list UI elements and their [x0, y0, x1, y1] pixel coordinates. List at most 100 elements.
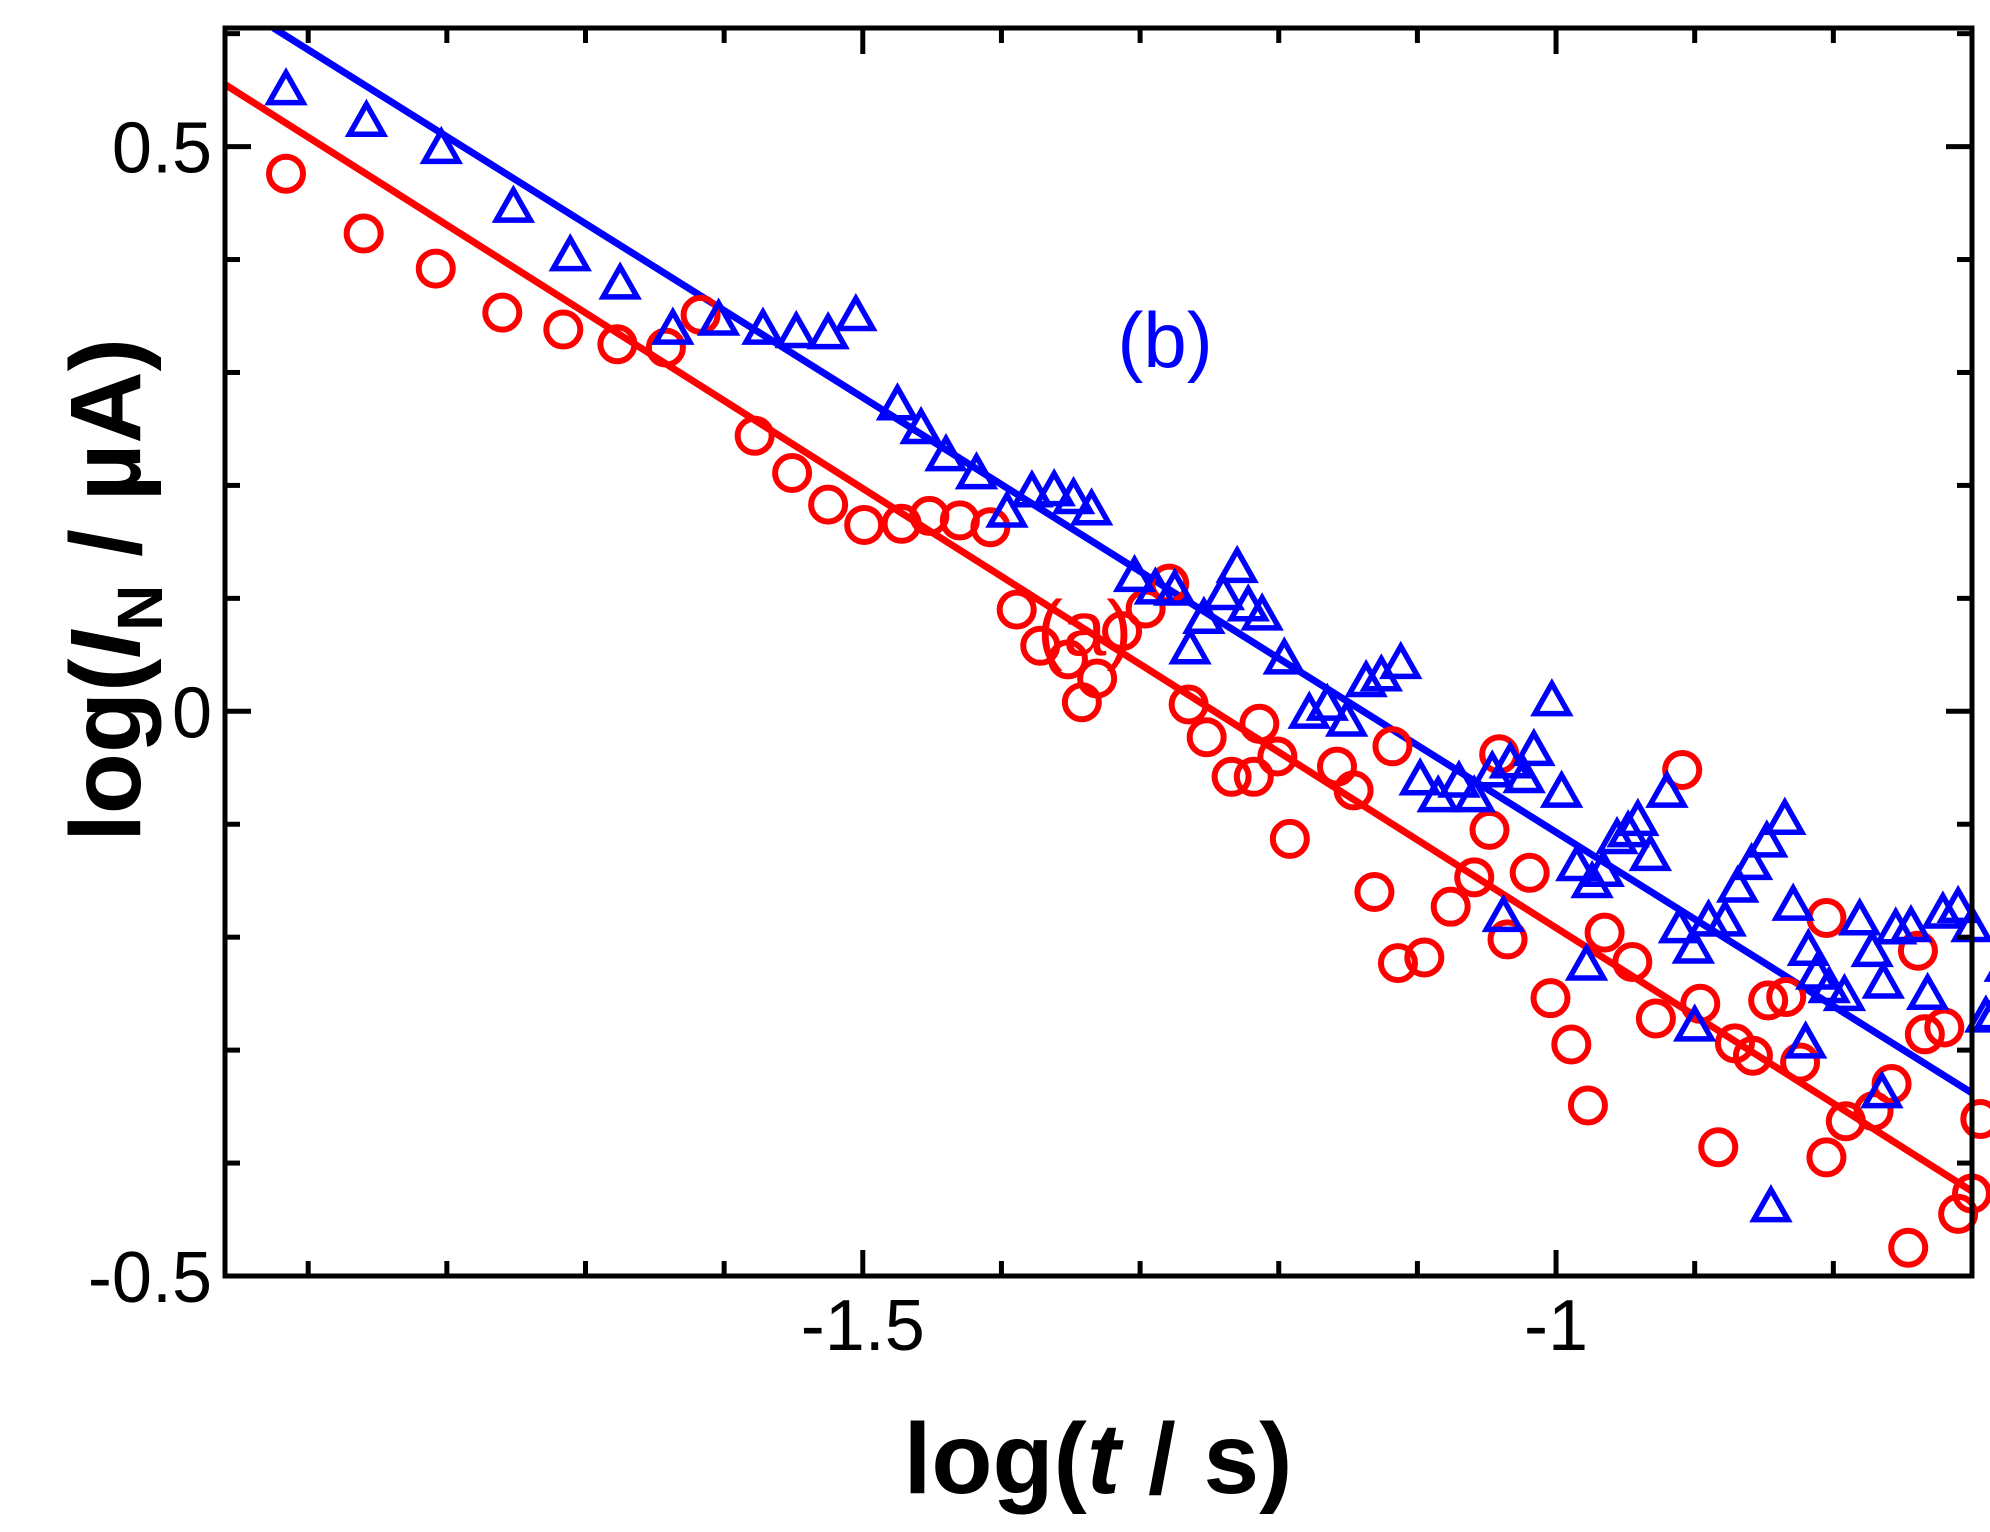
point-a-34 — [1377, 943, 1418, 984]
point-b-53 — [1628, 832, 1673, 872]
point-b-15 — [954, 451, 999, 490]
point-b-6 — [651, 306, 695, 345]
point-b-50 — [1595, 815, 1639, 855]
point-a-8 — [734, 415, 775, 456]
point-b-32 — [1305, 682, 1349, 721]
point-a-25 — [1186, 717, 1227, 758]
point-b-85 — [1860, 1069, 1904, 1109]
point-a-24 — [1168, 684, 1209, 725]
point-a-61 — [1904, 1014, 1945, 1055]
point-b-44 — [1512, 727, 1556, 767]
point-b-13 — [899, 405, 943, 445]
point-a-66 — [1806, 897, 1847, 938]
point-a-33 — [1354, 872, 1395, 912]
y-tick-label: -0.5 — [88, 1238, 212, 1318]
point-a-21 — [1102, 611, 1143, 652]
point-a-11 — [844, 504, 885, 545]
point-a-52 — [1748, 980, 1789, 1021]
point-b-1 — [344, 98, 389, 138]
point-b-74 — [1921, 890, 1965, 929]
point-b-78 — [1972, 999, 1990, 1031]
point-a-45 — [1612, 942, 1653, 983]
x-tick-label: -1 — [1524, 1286, 1588, 1366]
point-a-16 — [996, 589, 1037, 630]
point-b-37 — [1398, 757, 1442, 796]
point-b-68 — [1837, 897, 1882, 936]
point-b-69 — [1850, 928, 1894, 968]
point-a-31 — [1316, 746, 1357, 787]
point-b-61 — [1745, 819, 1789, 858]
point-a-30 — [1269, 818, 1310, 859]
point-b-12 — [875, 382, 920, 421]
point-b-58 — [1703, 898, 1747, 937]
point-b-43 — [1502, 754, 1546, 794]
point-b-4 — [548, 233, 592, 272]
point-a-41 — [1530, 978, 1571, 1019]
point-b-82 — [1672, 1003, 1717, 1042]
point-b-83 — [1749, 1184, 1793, 1223]
point-b-18 — [1032, 468, 1076, 507]
point-a-9 — [772, 452, 813, 493]
point-a-40 — [1509, 852, 1550, 893]
plot-frame — [222, 25, 1975, 1279]
point-b-23 — [1153, 567, 1197, 606]
point-a-26 — [1211, 756, 1252, 797]
x-axis-title: log(t / s) — [904, 1403, 1293, 1515]
point-a-10 — [808, 484, 849, 525]
point-b-0 — [264, 67, 308, 106]
tick-labels: -1.5 -1 -0.5 0 0.5 — [88, 109, 1588, 1366]
point-b-21 — [1112, 553, 1157, 593]
series-labels: (a) (b) — [1037, 296, 1213, 672]
point-a-60 — [1897, 930, 1938, 971]
point-a-5 — [597, 324, 638, 365]
point-b-25 — [1182, 595, 1226, 634]
y-tick-label: 0.5 — [112, 109, 212, 189]
point-b-2 — [419, 125, 464, 165]
point-b-48 — [1570, 859, 1614, 899]
point-b-45 — [1530, 678, 1574, 717]
point-b-52 — [1616, 797, 1660, 837]
series-label-b: (b) — [1117, 296, 1212, 384]
data-markers — [264, 67, 1990, 1268]
point-b-46 — [1539, 769, 1584, 808]
point-a-36 — [1430, 886, 1471, 927]
point-b-36 — [1379, 640, 1423, 680]
point-b-11 — [834, 292, 878, 332]
point-b-62 — [1763, 796, 1807, 835]
point-b-27 — [1215, 544, 1259, 584]
point-a-51 — [1732, 1035, 1773, 1076]
y-axis-title: log(IN / µA) — [50, 338, 176, 842]
point-a-38 — [1469, 809, 1510, 850]
point-b-75 — [1936, 884, 1980, 924]
point-b-14 — [924, 432, 968, 472]
point-a-1 — [343, 213, 384, 254]
point-a-32 — [1333, 770, 1374, 811]
point-b-73 — [1905, 971, 1950, 1011]
point-a-46 — [1635, 998, 1676, 1039]
point-b-81 — [1564, 942, 1609, 981]
point-a-53 — [1766, 977, 1807, 1018]
point-a-49 — [1698, 1127, 1739, 1168]
point-a-59 — [1888, 1227, 1929, 1268]
point-b-19 — [1051, 475, 1096, 515]
point-a-6 — [645, 327, 686, 368]
point-a-27 — [1233, 756, 1274, 797]
point-b-33 — [1324, 698, 1369, 737]
point-b-41 — [1470, 749, 1514, 788]
point-b-17 — [1010, 469, 1054, 508]
point-a-18 — [1047, 639, 1088, 680]
point-b-30 — [1262, 636, 1307, 675]
point-b-24 — [1168, 626, 1212, 665]
point-a-43 — [1567, 1085, 1608, 1126]
point-a-65 — [1960, 1099, 1990, 1140]
point-a-2 — [415, 248, 456, 289]
point-a-28 — [1239, 703, 1280, 744]
point-a-0 — [266, 153, 307, 194]
point-b-3 — [491, 184, 536, 223]
point-b-7 — [696, 297, 741, 336]
point-b-67 — [1822, 972, 1867, 1012]
point-a-37 — [1454, 857, 1495, 898]
axis-ticks — [225, 28, 1972, 1276]
point-a-12 — [881, 503, 922, 544]
